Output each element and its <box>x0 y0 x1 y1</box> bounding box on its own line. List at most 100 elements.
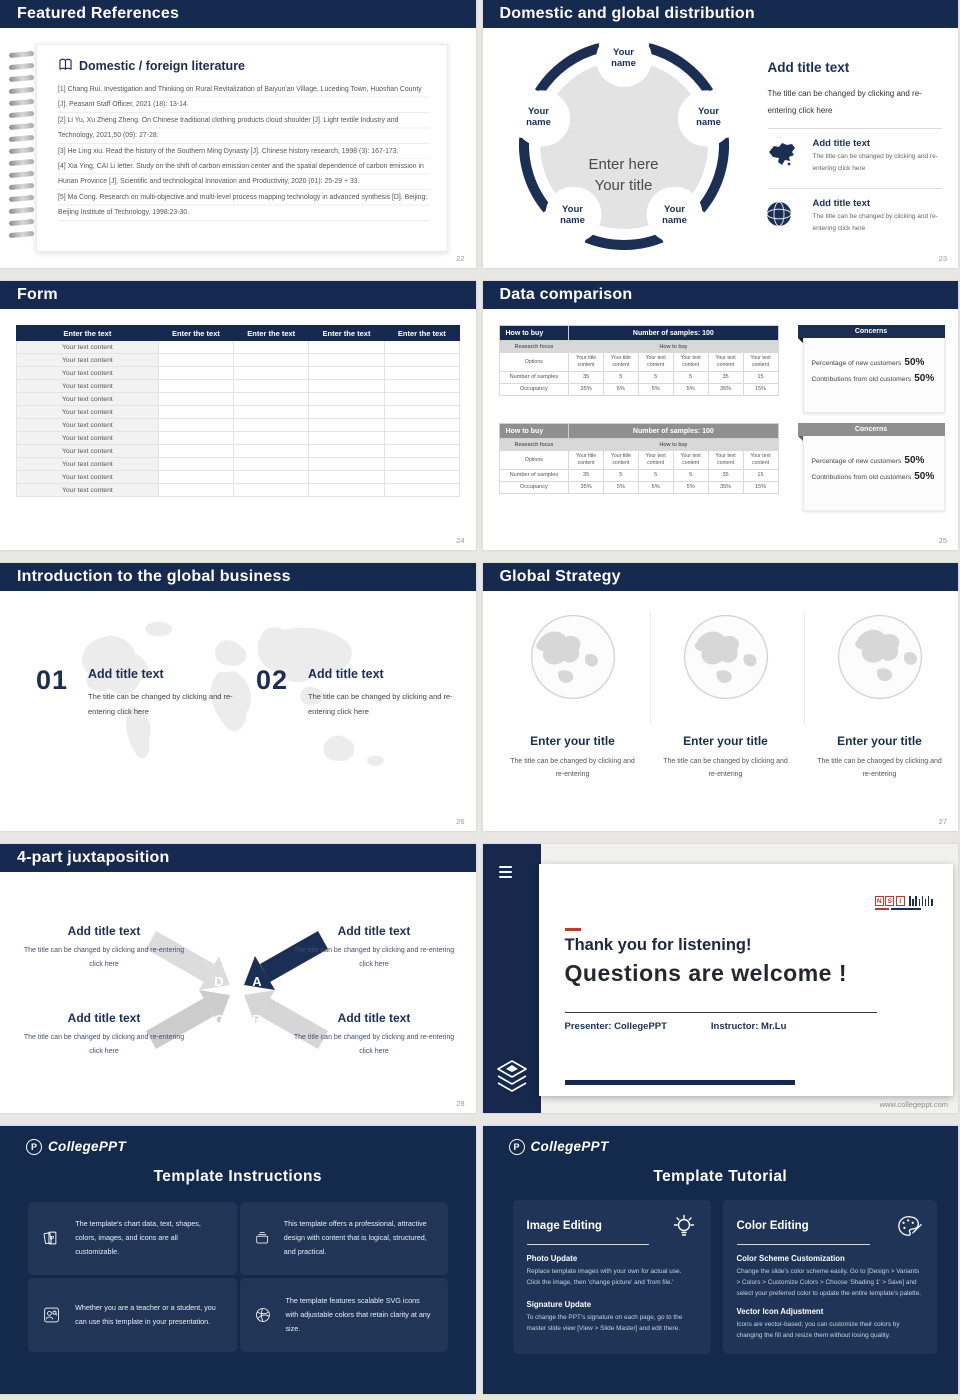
brand-p-icon: P <box>26 1138 42 1155</box>
list-item: Add title text The title can be changed … <box>765 138 943 174</box>
slides-icon: P <box>43 1232 57 1245</box>
diagram-name-label: Your name <box>696 106 721 128</box>
thanks-heading: Thank you for listening! <box>564 936 752 955</box>
list-item: Add title text The title can be changed … <box>765 198 943 234</box>
table-row: Your text content <box>16 470 461 485</box>
item-description: The title can be changed by clicking and… <box>817 757 942 779</box>
table-row: Your text content <box>16 366 461 381</box>
brand-p-icon: P <box>508 1138 525 1155</box>
menu-icon[interactable] <box>498 866 512 879</box>
reference-item: [3] He Ling xiu. Read the history of the… <box>58 143 430 160</box>
slide-data-comparison[interactable]: Data comparison How to buy Number of samp… <box>482 281 958 550</box>
brand-wordmark: CollegePPT <box>48 1139 127 1155</box>
divider <box>767 128 942 129</box>
column-header: Enter the text <box>383 325 461 342</box>
slide-title-bar: Data comparison <box>482 281 958 310</box>
sub-body: Change the slide's color scheme easily. … <box>736 1267 922 1297</box>
item-title: Add title text <box>88 666 164 681</box>
table-row: Your text content <box>16 431 461 446</box>
layers-logo-icon <box>496 1059 527 1092</box>
item-title: Add title text <box>812 198 871 209</box>
sub-heading: Vector Icon Adjustment <box>736 1307 824 1317</box>
stat-value: 50% <box>904 455 925 467</box>
item-title: Add title text <box>67 924 141 939</box>
slide-global-strategy[interactable]: Global Strategy Enter your title The tit… <box>482 562 958 832</box>
reference-item: [1] Chang Rui. Investigation and Thinkin… <box>58 82 430 113</box>
column-header: Enter the text <box>308 325 385 342</box>
corner-text-block: Add title text The title can be changed … <box>18 1011 190 1059</box>
page-number: 26 <box>456 817 465 827</box>
item-title: Enter your title <box>530 733 615 748</box>
divider <box>649 612 651 725</box>
red-accent-mark <box>564 928 581 932</box>
corner-text-block: Add title text The title can be changed … <box>18 924 190 972</box>
comparison-table-primary: How to buy Number of samples: 100 Researc… <box>498 325 779 396</box>
quadrant-letter: B <box>252 1012 261 1027</box>
tutorial-card-image-editing: Image Editing Photo Update Replace templ… <box>512 1199 711 1354</box>
step-number: 02 <box>256 664 289 695</box>
item-description: The title can be changed by clicking and… <box>88 691 233 717</box>
page-number: 22 <box>456 254 465 264</box>
table-row: Your text content <box>16 418 461 433</box>
slide-form[interactable]: Form Enter the text Enter the text Enter… <box>0 281 476 550</box>
concerns-panel: Concerns Percentage of new customers 50% … <box>797 325 945 414</box>
reference-item: [2] Li Yu, Xu Zheng Zheng. On Chinese tr… <box>58 112 430 144</box>
strategy-column: Enter your title The title can be change… <box>500 611 646 782</box>
navy-accent-bar <box>564 1080 795 1086</box>
sub-heading: Photo Update <box>526 1253 578 1263</box>
page-number: 25 <box>938 535 947 545</box>
slide-global-business[interactable]: Introduction to the global business 01 A… <box>0 562 476 832</box>
instruction-cards: P The template's chart data, text, shape… <box>28 1201 448 1352</box>
item-description: The title can be changed by clicking and… <box>663 757 788 779</box>
slide-title-bar: Introduction to the global business <box>0 562 476 591</box>
column-header: Enter the text <box>233 325 310 342</box>
slide-title-bar: Domestic and global distribution <box>482 0 958 28</box>
concerns-panel: Concerns Percentage of new customers 50% … <box>797 423 945 512</box>
item-description: The title can be changed by clicking and… <box>293 1034 455 1056</box>
sub-heading: Color Scheme Customization <box>736 1253 845 1263</box>
section-description: The title can be changed by clicking and… <box>767 89 922 115</box>
item-description: The title can be changed by clicking and… <box>812 213 938 232</box>
slide-thank-you[interactable]: N S I Thank you for listening! Questions… <box>482 844 958 1113</box>
questions-heading: Questions are welcome ! <box>564 960 847 987</box>
item-title: Add title text <box>337 924 411 939</box>
slide-template-instructions[interactable]: P CollegePPT Template Instructions P The… <box>0 1125 476 1394</box>
literature-heading: Domestic / foreign literature <box>58 58 245 74</box>
section-title: Add title text <box>767 60 850 75</box>
stat-label: Contributions from old customers <box>811 376 912 384</box>
diagram-name-label: Your name <box>611 47 636 69</box>
gear-diagram: Your name Your name Your name Your name … <box>509 30 739 262</box>
table-title: Number of samples: 100 <box>568 325 779 342</box>
reference-item: [4] Xia Ying, CAI Li letter. Study on th… <box>58 159 430 190</box>
stat-label: Percentage of new customers <box>811 360 902 368</box>
slide-title-bar: 4-part juxtaposition <box>0 844 476 873</box>
divider <box>526 1243 649 1245</box>
item-description: The title can be changed by clicking and… <box>812 153 938 172</box>
stat-value: 50% <box>904 357 925 369</box>
instruction-card: P The template's chart data, text, shape… <box>28 1201 237 1276</box>
slide-featured-references[interactable]: Featured References Domestic / foreign l… <box>0 0 476 269</box>
globe-graphic <box>683 614 768 699</box>
item-description: The title can be changed by clicking and… <box>510 757 635 779</box>
page-title: Template Instructions <box>153 1167 322 1185</box>
diagram-name-label: Your name <box>526 106 551 128</box>
reference-list: [1] Chang Rui. Investigation and Thinkin… <box>58 82 430 221</box>
slide-template-tutorial[interactable]: P CollegePPT Template Tutorial Image Edi… <box>482 1125 958 1394</box>
lightbulb-icon <box>673 1214 694 1236</box>
slide-distribution[interactable]: Domestic and global distribution <box>482 0 958 269</box>
diagram-name-label: Your name <box>560 204 585 226</box>
concerns-ribbon: Concerns <box>797 423 945 437</box>
slide-juxtaposition[interactable]: 4-part juxtaposition <box>0 844 476 1113</box>
slide-title-bar: Featured References <box>0 0 476 28</box>
user-search-icon <box>44 1307 59 1323</box>
reference-item: [5] Ma Cong. Research on multi-objective… <box>58 189 430 221</box>
china-map-icon <box>765 140 797 173</box>
page-number: 27 <box>938 817 947 827</box>
table-title: Number of samples: 100 <box>568 423 779 440</box>
corner-text-block: Add title text The title can be changed … <box>288 1011 460 1059</box>
strategy-column: Enter your title The title can be change… <box>807 611 953 782</box>
diagram-name-label: Your name <box>662 204 687 226</box>
page-number: 28 <box>456 1098 465 1108</box>
item-title: Enter your title <box>683 733 768 748</box>
card-heading: Image Editing <box>526 1219 602 1232</box>
